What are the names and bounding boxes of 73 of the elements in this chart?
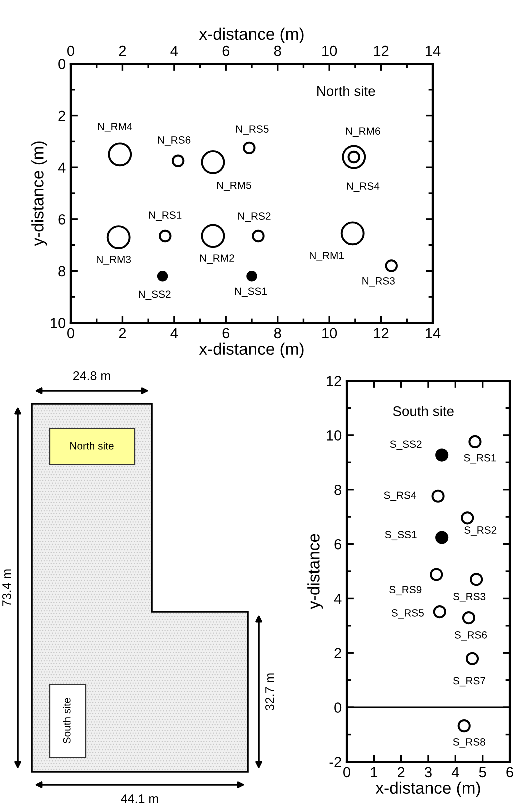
- y-tick-label: 8: [334, 484, 342, 496]
- annotation: N_RM2: [200, 254, 234, 264]
- y-axis-title: y-distance (m): [32, 142, 48, 246]
- y-tick-label: 6: [334, 539, 342, 550]
- annotation: N_RM6: [346, 128, 380, 138]
- y-tick-label: 0: [58, 59, 66, 70]
- text: 32.7 m: [266, 674, 274, 711]
- x-tick-label: 2: [119, 328, 126, 338]
- x-tick-label: 12: [374, 328, 389, 338]
- x2-axis-title: x-distance (m): [199, 28, 304, 44]
- annotation: South site: [393, 406, 454, 416]
- text: 24.8 m: [74, 372, 110, 380]
- x-tick-label: 6: [506, 767, 514, 778]
- annotation: N_RS3: [362, 277, 395, 287]
- x-tick-label: 5: [479, 767, 486, 778]
- annotation: N_RS1: [149, 212, 182, 221]
- y-tick-label: 2: [58, 110, 66, 122]
- annotation: N_RM3: [97, 256, 132, 266]
- x-axis-title: x-distance (m): [376, 782, 480, 798]
- annotation: S_RS2: [464, 526, 497, 536]
- annotation: N_RS4: [347, 182, 380, 192]
- y-tick-label: 10: [51, 318, 66, 328]
- annotation: N_SS2: [139, 290, 171, 300]
- x2-tick-label: 4: [170, 46, 178, 56]
- annotation: S_SS1: [385, 531, 417, 541]
- x-tick-label: 2: [398, 767, 405, 778]
- annotation: S_RS8: [453, 738, 486, 748]
- y-tick-label: 6: [58, 214, 66, 225]
- x-tick-label: 6: [222, 328, 230, 339]
- x-tick-label: 14: [426, 328, 441, 338]
- y-axis-title: y-distance: [308, 534, 324, 610]
- annotation: N_RS5: [236, 126, 269, 135]
- annotation: S_RS9: [390, 586, 422, 596]
- x-tick-label: 4: [452, 767, 460, 778]
- x2-tick-label: 0: [68, 46, 74, 56]
- y-tick-label: 0: [334, 702, 342, 713]
- annotation: S_RS3: [454, 593, 486, 602]
- annotation: N_RM5: [217, 182, 252, 192]
- x2-tick-label: 12: [374, 46, 389, 56]
- text: 44.1 m: [121, 794, 158, 804]
- text: North site: [70, 442, 114, 450]
- y-tick-label: 4: [334, 594, 342, 604]
- y-tick-label: 8: [58, 266, 66, 277]
- y-tick-label: 10: [327, 430, 342, 441]
- x-tick-label: 8: [274, 328, 282, 339]
- x2-tick-label: 14: [426, 46, 441, 56]
- x-tick-label: 4: [170, 328, 178, 338]
- x-tick-label: 3: [425, 767, 432, 778]
- x-tick-label: 0: [344, 767, 350, 778]
- x-tick-label: 0: [68, 328, 74, 339]
- x2-tick-label: 8: [274, 46, 282, 56]
- text: South site: [63, 698, 71, 744]
- annotation: S_RS6: [454, 631, 488, 641]
- x2-tick-label: 2: [119, 46, 126, 56]
- annotation: S_RS4: [384, 492, 416, 502]
- text: 73.4 m: [2, 570, 12, 606]
- annotation: N_SS1: [235, 288, 267, 298]
- y-tick-label: 12: [327, 376, 342, 386]
- annotation: N_RS6: [158, 136, 191, 146]
- annotation: S_RS5: [392, 609, 424, 619]
- annotation: S_RS1: [464, 454, 496, 464]
- x-axis-title: x-distance (m): [199, 342, 304, 358]
- x-tick-label: 1: [371, 767, 378, 778]
- annotation: North site: [318, 86, 376, 96]
- annotation: S_RS7: [453, 677, 486, 687]
- annotation: N_RM4: [98, 123, 132, 132]
- x2-tick-label: 6: [222, 46, 230, 56]
- y-tick-label: -2: [330, 757, 342, 768]
- annotation: N_RS2: [238, 212, 271, 222]
- y-tick-label: 2: [334, 648, 342, 658]
- annotation: N_RM1: [310, 252, 344, 262]
- y-tick-label: 4: [58, 162, 66, 173]
- annotation: S_SS2: [390, 440, 422, 450]
